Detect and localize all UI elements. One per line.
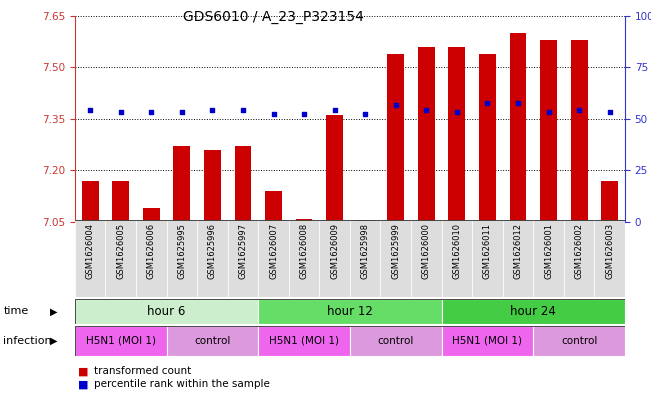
Bar — [75, 326, 167, 356]
Point — [513, 100, 523, 107]
Text: GSM1626003: GSM1626003 — [605, 223, 614, 279]
Bar — [441, 299, 625, 324]
Bar — [441, 326, 533, 356]
Bar — [143, 208, 159, 222]
Bar — [265, 191, 282, 222]
Bar — [167, 326, 258, 356]
Point — [268, 110, 279, 117]
Bar — [418, 47, 435, 222]
Bar — [510, 33, 527, 222]
Bar — [533, 326, 625, 356]
Bar — [602, 181, 618, 222]
Bar — [472, 220, 503, 297]
Bar — [75, 299, 258, 324]
Text: GSM1626011: GSM1626011 — [483, 223, 492, 279]
Point — [360, 110, 370, 117]
Point — [85, 107, 95, 114]
Bar — [258, 326, 350, 356]
Point — [605, 109, 615, 115]
Text: hour 6: hour 6 — [147, 305, 186, 318]
Bar — [234, 147, 251, 222]
Text: control: control — [561, 336, 598, 346]
Text: GSM1626001: GSM1626001 — [544, 223, 553, 279]
Text: transformed count: transformed count — [94, 366, 191, 376]
Bar — [449, 47, 465, 222]
Text: GDS6010 / A_23_P323154: GDS6010 / A_23_P323154 — [183, 10, 364, 24]
Bar — [503, 220, 533, 297]
Text: ■: ■ — [78, 379, 89, 389]
Text: control: control — [194, 336, 230, 346]
Text: percentile rank within the sample: percentile rank within the sample — [94, 379, 270, 389]
Point — [299, 110, 309, 117]
Bar — [380, 220, 411, 297]
Text: H5N1 (MOI 1): H5N1 (MOI 1) — [269, 336, 339, 346]
Text: GSM1626002: GSM1626002 — [575, 223, 583, 279]
Bar — [173, 147, 190, 222]
Bar — [540, 40, 557, 222]
Text: GSM1626008: GSM1626008 — [299, 223, 309, 279]
Bar — [75, 220, 105, 297]
Bar — [571, 40, 587, 222]
Bar — [357, 220, 374, 222]
Bar — [167, 220, 197, 297]
Text: hour 24: hour 24 — [510, 305, 556, 318]
Text: GSM1626006: GSM1626006 — [146, 223, 156, 279]
Text: GSM1626012: GSM1626012 — [514, 223, 523, 279]
Text: ▶: ▶ — [50, 307, 58, 316]
Point — [329, 107, 340, 114]
Text: GSM1626010: GSM1626010 — [452, 223, 462, 279]
Point — [238, 107, 248, 114]
Bar — [197, 220, 228, 297]
Bar — [82, 181, 98, 222]
Bar — [326, 116, 343, 222]
Bar — [204, 150, 221, 222]
Point — [146, 109, 156, 115]
Bar — [350, 220, 380, 297]
Bar — [258, 299, 441, 324]
Bar — [296, 219, 312, 222]
Text: GSM1625997: GSM1625997 — [238, 223, 247, 279]
Bar — [350, 326, 441, 356]
Text: ▶: ▶ — [50, 336, 58, 346]
Bar — [320, 220, 350, 297]
Point — [544, 109, 554, 115]
Point — [452, 109, 462, 115]
Bar — [594, 220, 625, 297]
Text: time: time — [3, 307, 29, 316]
Text: hour 12: hour 12 — [327, 305, 373, 318]
Bar — [113, 181, 129, 222]
Bar — [441, 220, 472, 297]
Bar — [289, 220, 320, 297]
Text: control: control — [378, 336, 414, 346]
Text: GSM1626007: GSM1626007 — [269, 223, 278, 279]
Point — [207, 107, 217, 114]
Bar — [258, 220, 289, 297]
Point — [482, 100, 493, 107]
Text: GSM1625999: GSM1625999 — [391, 223, 400, 279]
Bar — [105, 220, 136, 297]
Bar — [479, 53, 496, 222]
Bar — [136, 220, 167, 297]
Text: ■: ■ — [78, 366, 89, 376]
Text: H5N1 (MOI 1): H5N1 (MOI 1) — [86, 336, 156, 346]
Text: GSM1625995: GSM1625995 — [177, 223, 186, 279]
Text: GSM1625996: GSM1625996 — [208, 223, 217, 279]
Text: GSM1626004: GSM1626004 — [86, 223, 94, 279]
Point — [115, 109, 126, 115]
Point — [176, 109, 187, 115]
Text: H5N1 (MOI 1): H5N1 (MOI 1) — [452, 336, 523, 346]
Text: infection: infection — [3, 336, 52, 346]
Point — [421, 107, 432, 114]
Text: GSM1626009: GSM1626009 — [330, 223, 339, 279]
Bar — [411, 220, 441, 297]
Text: GSM1626005: GSM1626005 — [117, 223, 125, 279]
Bar — [533, 220, 564, 297]
Text: GSM1626000: GSM1626000 — [422, 223, 431, 279]
Bar — [564, 220, 594, 297]
Bar — [228, 220, 258, 297]
Text: GSM1625998: GSM1625998 — [361, 223, 370, 279]
Point — [391, 102, 401, 108]
Bar — [387, 53, 404, 222]
Point — [574, 107, 585, 114]
